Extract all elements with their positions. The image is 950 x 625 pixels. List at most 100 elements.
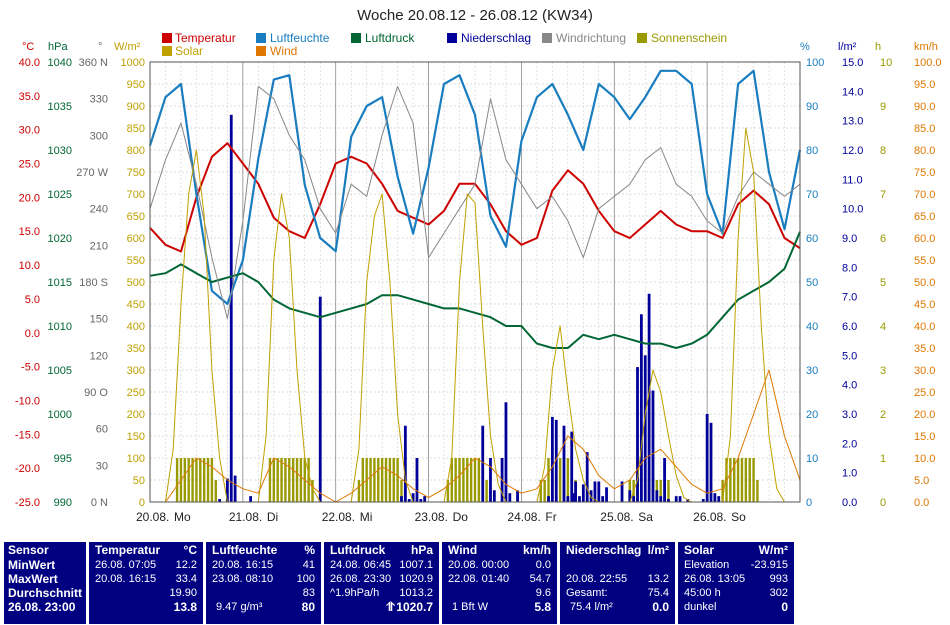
sunshine-bar bbox=[736, 458, 740, 502]
rain-bar bbox=[601, 496, 605, 502]
sensor-avg-label: Durchschnitt bbox=[8, 586, 83, 600]
tick-label-rain: 6.0 bbox=[842, 321, 857, 333]
tick-label-sunshine: 2 bbox=[880, 409, 886, 421]
x-tick-label-date: 24.08. bbox=[507, 510, 540, 524]
rain-bar bbox=[667, 499, 670, 502]
tick-label-wind: 50.0 bbox=[914, 277, 935, 289]
solar-header: Solar bbox=[684, 543, 715, 557]
x-tick-label-date: 22.08. bbox=[322, 510, 355, 524]
rain-bar bbox=[647, 293, 651, 502]
tick-label-sunshine: 10 bbox=[880, 57, 892, 69]
tick-label-rain: 7.0 bbox=[842, 292, 857, 304]
tick-label-rain: 9.0 bbox=[842, 233, 857, 245]
tick-label-temperature: 35.0 bbox=[19, 91, 40, 103]
tick-label-rain: 5.0 bbox=[842, 350, 857, 362]
sunshine-bar bbox=[357, 480, 361, 502]
temp-avg-val: 19.90 bbox=[169, 587, 197, 599]
rain-bar bbox=[400, 496, 403, 502]
sunshine-bar bbox=[392, 458, 395, 502]
temp-max-val: 33.4 bbox=[175, 573, 197, 585]
sunshine-bar bbox=[175, 458, 179, 502]
tick-label-humidity: 20 bbox=[806, 409, 818, 421]
rain-bar bbox=[229, 114, 233, 503]
tick-label-temperature: -15.0 bbox=[15, 429, 40, 441]
tick-label-sunshine: 6 bbox=[880, 233, 886, 245]
tick-label-solar: 0 bbox=[139, 497, 145, 509]
rain-bar bbox=[218, 499, 222, 502]
sunshine-bar bbox=[469, 458, 473, 502]
solar-elevation-label: Elevation bbox=[684, 559, 730, 571]
sensor-time-label: 26.08. 23:00 bbox=[8, 600, 76, 614]
rain-bar bbox=[481, 425, 485, 502]
rain-bar bbox=[659, 496, 663, 502]
tick-label-rain: 15.0 bbox=[842, 57, 863, 69]
tick-label-sunshine: 1 bbox=[880, 453, 886, 465]
temp-min-time: 26.08. 07:05 bbox=[95, 559, 157, 571]
pressure-trend-icon: ⥣ bbox=[386, 600, 395, 614]
rain-bar bbox=[636, 367, 639, 502]
rain-bar bbox=[249, 496, 252, 502]
legend-swatch-windrichtung bbox=[542, 33, 552, 43]
rain-total-label: Gesamt: bbox=[566, 587, 608, 599]
tick-label-temperature: 5.0 bbox=[25, 294, 40, 306]
temp-max-time: 20.08. 16:15 bbox=[95, 573, 157, 585]
solar-elevation-val: -23.915 bbox=[750, 559, 788, 571]
press-min-time: 24.08. 06:45 bbox=[330, 559, 392, 571]
rain-bar bbox=[415, 458, 419, 502]
tick-label-wind: 90.0 bbox=[914, 101, 935, 113]
unit-wind: km/h bbox=[914, 41, 938, 53]
grid bbox=[149, 61, 801, 503]
tick-label-wind: 65.0 bbox=[914, 211, 935, 223]
tick-label-humidity: 80 bbox=[806, 145, 818, 157]
col-solar: Solar W/m² Elevation -23.915 26.08. 13:05 9… bbox=[678, 542, 794, 624]
sunshine-bar bbox=[276, 458, 279, 502]
sunshine-bar bbox=[752, 458, 755, 502]
tick-label-wind: 60.0 bbox=[914, 233, 935, 245]
tick-label-temperature: 15.0 bbox=[19, 226, 40, 238]
sunshine-bar bbox=[291, 458, 295, 502]
sunshine-bar bbox=[380, 458, 384, 502]
sunshine-bar bbox=[191, 458, 194, 502]
tick-label-temperature: -20.0 bbox=[15, 463, 40, 475]
legend-label-wind: Wind bbox=[270, 44, 297, 58]
rain-bar bbox=[643, 355, 647, 502]
hum-max-val: 100 bbox=[296, 573, 315, 585]
rain-bar bbox=[492, 490, 496, 502]
press-avg-val: 1013.2 bbox=[399, 587, 433, 599]
rain-bar bbox=[562, 425, 566, 502]
tick-label-wind: 10.0 bbox=[914, 453, 935, 465]
tick-label-direction: 330 bbox=[90, 94, 108, 106]
unit-temperature: °C bbox=[22, 41, 34, 53]
solar-avg-val: 302 bbox=[769, 587, 788, 599]
tick-label-humidity: 90 bbox=[806, 101, 818, 113]
tick-label-solar: 450 bbox=[127, 299, 145, 311]
tick-label-rain: 0.0 bbox=[842, 497, 857, 509]
press-max-val: 1020.9 bbox=[399, 573, 433, 585]
tick-label-sunshine: 9 bbox=[880, 101, 886, 113]
temp-header: Temperatur bbox=[95, 543, 161, 557]
rain-bar bbox=[663, 458, 666, 502]
tick-label-humidity: 40 bbox=[806, 321, 818, 333]
tick-label-sunshine: 3 bbox=[880, 365, 886, 377]
sunshine-bar bbox=[206, 458, 210, 502]
sunshine-bar bbox=[400, 480, 403, 502]
tick-label-temperature: -5.0 bbox=[21, 362, 40, 374]
rain-bar bbox=[547, 496, 550, 502]
tick-label-wind: 30.0 bbox=[914, 365, 935, 377]
col-temperatur: Temperatur °C 26.08. 07:05 12.2 20.08. 16:… bbox=[89, 542, 203, 624]
tick-label-solar: 300 bbox=[127, 365, 145, 377]
hum-max-time: 23.08. 08:10 bbox=[212, 573, 274, 585]
tick-label-pressure: 1035 bbox=[48, 101, 72, 113]
tick-label-wind: 45.0 bbox=[914, 299, 935, 311]
tick-label-rain: 11.0 bbox=[842, 174, 863, 186]
rain-max-time: 20.08. 22:55 bbox=[566, 573, 628, 585]
tick-label-rain: 14.0 bbox=[842, 86, 863, 98]
rain-unit: l/m² bbox=[647, 543, 669, 557]
sunshine-bar bbox=[384, 458, 388, 502]
tick-label-wind: 15.0 bbox=[914, 431, 935, 443]
wind-min-val: 0.0 bbox=[535, 559, 551, 571]
wind-max-time: 22.08. 01:40 bbox=[448, 573, 510, 585]
col-luftdruck: Luftdruck hPa 24.08. 06:45 1007.1 26.08. 2… bbox=[324, 542, 439, 624]
plot-frame bbox=[149, 61, 801, 503]
sunshine-bar bbox=[729, 458, 732, 502]
